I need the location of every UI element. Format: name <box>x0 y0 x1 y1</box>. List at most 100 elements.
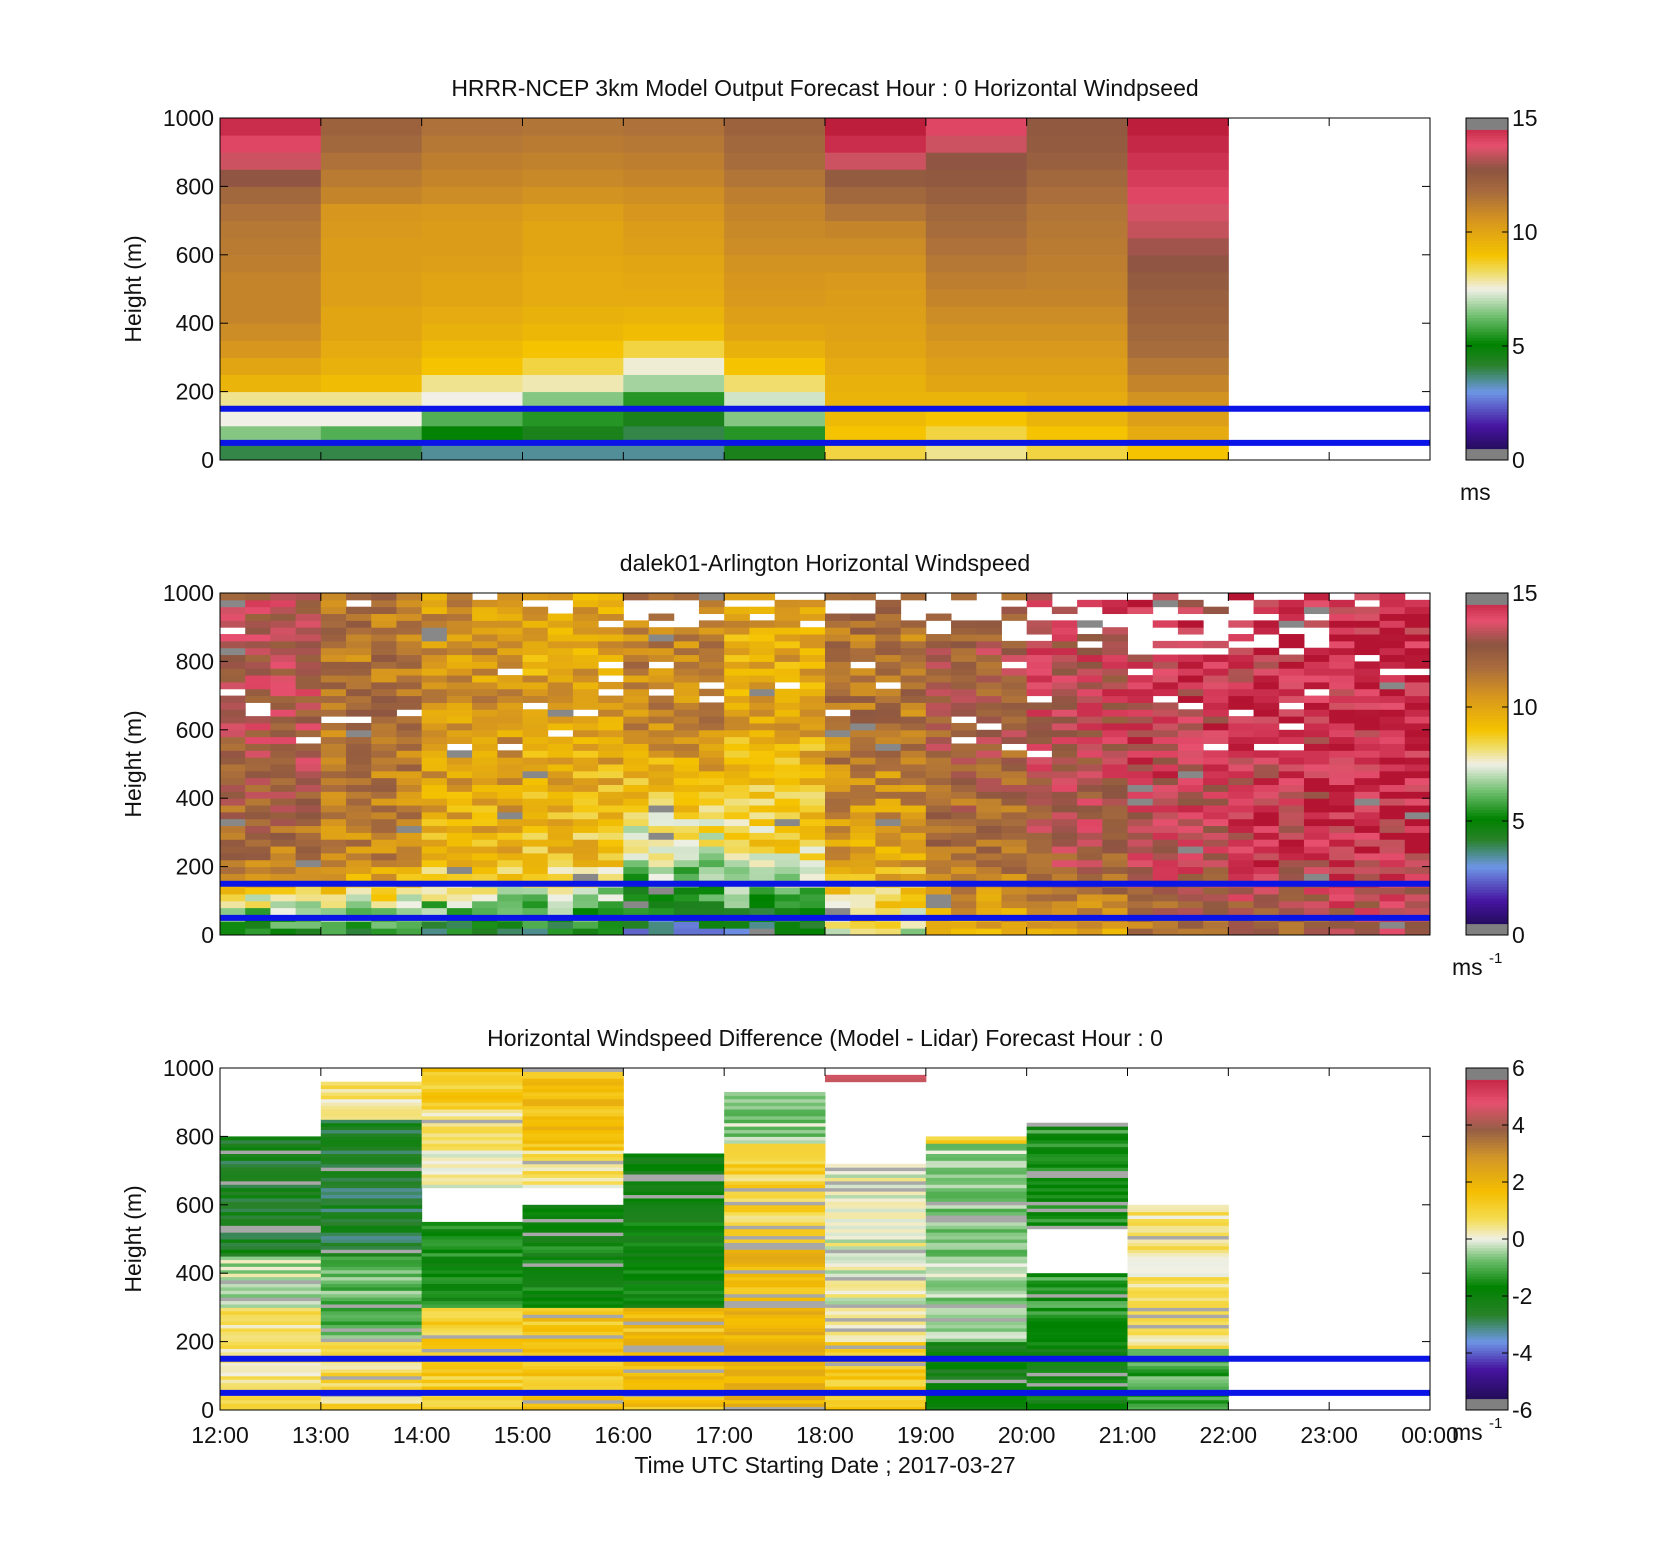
heatmap-cell <box>1177 798 1204 806</box>
heatmap-cell <box>724 1345 826 1349</box>
heatmap-cell <box>825 893 851 902</box>
heatmap-cell <box>925 323 1028 341</box>
heatmap-cell <box>925 736 952 744</box>
colorbar-segment <box>1466 291 1508 296</box>
heatmap-cell <box>623 1167 725 1172</box>
heatmap-cell <box>976 757 1002 765</box>
heatmap-cell <box>1127 1399 1229 1404</box>
heatmap-cell <box>446 852 473 861</box>
heatmap-cell <box>497 818 523 827</box>
heatmap-cell <box>522 1338 624 1343</box>
heatmap-cell <box>1228 647 1255 656</box>
heatmap-cell <box>245 784 271 792</box>
heatmap-cell <box>1026 1170 1128 1175</box>
heatmap-cell <box>547 832 574 840</box>
heatmap-cell <box>698 764 725 772</box>
heatmap-cell <box>724 1259 826 1264</box>
heatmap-cell <box>421 1259 523 1264</box>
heatmap-cell <box>396 866 423 874</box>
heatmap-cell <box>421 1290 523 1295</box>
colorbar-segment <box>1466 738 1508 742</box>
heatmap-cell <box>1329 599 1355 608</box>
heatmap-cell <box>774 825 801 833</box>
heatmap-cell <box>976 818 1002 827</box>
colorbar-segment <box>1466 689 1508 694</box>
colorbar-tick-label: -6 <box>1512 1397 1532 1423</box>
heatmap-cell <box>724 1215 826 1219</box>
heatmap-cell <box>1278 811 1305 820</box>
heatmap-cell <box>1127 1303 1229 1308</box>
heatmap-cell <box>1228 770 1255 779</box>
heatmap-cell <box>1303 599 1330 608</box>
heatmap-cell <box>925 770 952 779</box>
heatmap-cell <box>648 907 675 915</box>
heatmap-cell <box>371 613 397 621</box>
heatmap-cell <box>623 866 650 874</box>
heatmap-cell <box>623 695 650 703</box>
heatmap-cell <box>320 722 347 731</box>
heatmap-cell <box>925 866 952 874</box>
heatmap-cell <box>623 1252 725 1257</box>
heatmap-cell <box>1152 893 1179 902</box>
heatmap-cell <box>623 654 650 662</box>
heatmap-cell <box>371 887 397 895</box>
heatmap-cell <box>295 654 322 662</box>
heatmap-cell <box>1026 859 1053 868</box>
heatmap-cell <box>724 1324 826 1329</box>
heatmap-cell <box>1303 743 1330 751</box>
heatmap-cell <box>421 1396 523 1401</box>
heatmap-cell <box>698 716 725 724</box>
heatmap-cell <box>1127 1396 1229 1401</box>
heatmap-cell <box>1102 640 1128 649</box>
heatmap-cell <box>598 750 624 758</box>
heatmap-cell <box>951 757 977 765</box>
heatmap-cell <box>522 620 549 628</box>
heatmap-cell <box>522 743 549 751</box>
heatmap-cell <box>1354 805 1381 813</box>
heatmap-cell <box>547 791 574 799</box>
heatmap-cell <box>421 1362 523 1367</box>
heatmap-cell <box>1102 681 1128 690</box>
heatmap-cell <box>825 1321 927 1325</box>
heatmap-cell <box>220 1180 322 1185</box>
heatmap-cell <box>825 825 851 833</box>
heatmap-cell <box>850 675 876 683</box>
heatmap-cell <box>220 825 246 833</box>
heatmap-cell <box>497 722 523 731</box>
heatmap-cell <box>220 289 322 307</box>
heatmap-cell <box>1152 750 1179 758</box>
colorbar-segment <box>1466 1381 1508 1385</box>
colorbar-segment <box>1466 1102 1508 1106</box>
heatmap-cell <box>346 640 372 649</box>
heatmap-cell <box>850 784 876 792</box>
heatmap-cell <box>1354 839 1381 847</box>
heatmap-cell <box>220 1211 322 1216</box>
heatmap-cell <box>396 928 423 935</box>
heatmap-cell <box>1051 798 1078 806</box>
heatmap-cell <box>825 1280 927 1284</box>
heatmap-cell <box>497 846 523 854</box>
colorbar-segment <box>1466 177 1508 182</box>
heatmap-cell <box>1278 893 1305 902</box>
heatmap-cell <box>623 1348 725 1353</box>
heatmap-cell <box>522 866 549 874</box>
colorbar-segment <box>1466 715 1508 719</box>
heatmap-cell <box>220 1242 322 1247</box>
heatmap-cell <box>421 1348 523 1353</box>
heatmap-cell <box>1354 921 1381 929</box>
y-tick-label: 800 <box>176 173 214 199</box>
heatmap-cell <box>724 1351 826 1356</box>
heatmap-cell <box>320 1382 423 1387</box>
heatmap-cell <box>270 832 297 840</box>
heatmap-cell <box>1329 764 1355 772</box>
heatmap-cell <box>421 1119 523 1124</box>
heatmap-cell <box>623 1256 725 1261</box>
heatmap-cell <box>1026 846 1053 854</box>
colorbar-segment <box>1466 593 1508 597</box>
heatmap-cell <box>1404 900 1430 909</box>
heatmap-cell <box>1404 606 1430 615</box>
heatmap-cell <box>825 118 927 136</box>
heatmap-cell <box>421 1174 523 1178</box>
heatmap-cell <box>421 634 448 642</box>
heatmap-cell <box>1354 702 1381 710</box>
